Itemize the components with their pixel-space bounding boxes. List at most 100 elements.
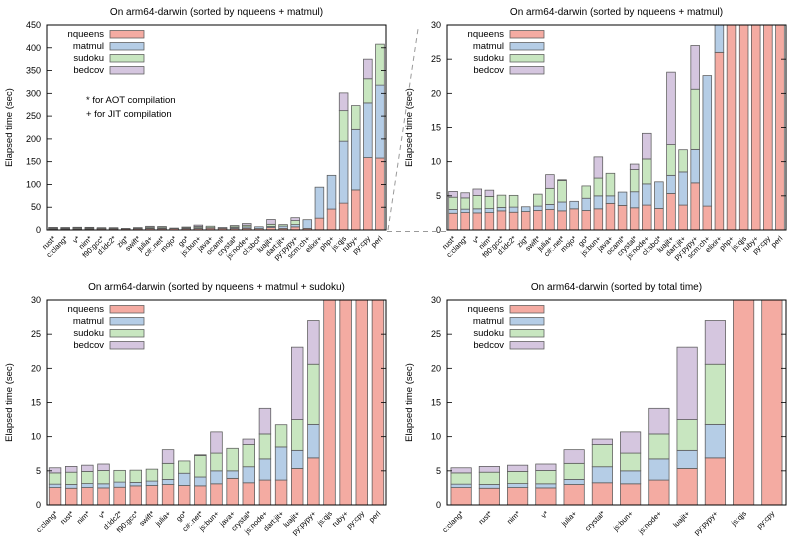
bar-segment-bedcov [460, 192, 470, 199]
bar-segment-bedcov [338, 92, 349, 112]
bar-segment-matmul [460, 208, 470, 213]
x-category-label: luajit+ [671, 509, 692, 530]
bar-segment-sudoku [605, 172, 616, 197]
bar-segment-matmul [97, 483, 110, 489]
y-tick-label: 100 [26, 179, 41, 189]
x-category-label: js:qjs [315, 509, 334, 528]
plot-border [46, 24, 387, 231]
bar-segment-matmul [375, 84, 385, 159]
x-category-label: js:bun+ [611, 509, 636, 534]
bar-segment-nqueens [339, 299, 352, 506]
note-jit: + for JIT compilation [86, 109, 172, 120]
bar-segment-matmul [307, 423, 320, 459]
bar-segment-sudoku [210, 452, 223, 472]
bar-segment-nqueens [569, 208, 579, 231]
legend-label: matmul [473, 316, 504, 327]
legend-label: matmul [73, 316, 104, 327]
chart-panel-sorted-nqueens-matmul: On arm64-darwin (sorted by nqueens + mat… [0, 0, 400, 274]
legend-swatch-nqueens [509, 30, 545, 39]
chart-svg: On arm64-darwin (sorted by nqueens + mat… [404, 7, 787, 262]
bar-segment-nqueens [97, 487, 110, 506]
bar-segment-matmul [648, 458, 670, 481]
bar-segment-matmul [48, 483, 62, 488]
y-tick-label: 20 [31, 363, 41, 373]
legend-label: sudoku [473, 53, 504, 64]
chart-title: On arm64-darwin (sorted by nqueens + mat… [510, 7, 723, 18]
bar-segment-sudoku [81, 471, 94, 484]
bar-segment-nqueens [535, 487, 557, 506]
bar-segment-sudoku [478, 471, 500, 485]
bar-segment-nqueens [726, 24, 737, 231]
x-category-label: c:clang* [34, 509, 59, 534]
chart-title: On arm64-darwin (sorted by total time) [531, 282, 702, 293]
bar-segment-nqueens [545, 209, 555, 231]
bar-segment-bedcov [291, 346, 304, 420]
bar-segment-nqueens [763, 24, 773, 231]
bar-segment-matmul [217, 227, 228, 229]
bar-segment-nqueens [629, 207, 640, 231]
bar-segment-sudoku [620, 452, 642, 472]
bar-segment-bedcov [690, 45, 700, 90]
bar-segment-matmul [690, 148, 700, 184]
bar-segment-matmul [581, 197, 591, 211]
bar-segment-bedcov [484, 189, 495, 197]
y-tick-label: 350 [26, 66, 41, 76]
bar-segment-sudoku [448, 196, 458, 210]
x-category-label: v* [539, 509, 550, 520]
bar-segment-sudoku [690, 88, 700, 150]
y-tick-label: 15 [431, 398, 441, 408]
bar-segment-nqueens [478, 487, 500, 506]
y-tick-label: 450 [26, 20, 41, 30]
bar-segment-matmul [448, 209, 458, 214]
legend-label: nqueens [468, 304, 505, 315]
bar-segment-nqueens [678, 204, 688, 231]
bar-segment-nqueens [161, 484, 175, 506]
bar-segment-sudoku [178, 460, 191, 474]
bar-segment-nqueens [593, 208, 604, 231]
y-tick-label: 150 [26, 157, 41, 167]
bar-segment-matmul [620, 470, 642, 485]
bar-segment-nqueens [363, 157, 373, 231]
note-aot: * for AOT compilation [86, 95, 176, 106]
bar-segment-nqueens [258, 479, 272, 506]
bar-segment-bedcov [81, 464, 94, 472]
bar-segment-nqueens [210, 483, 223, 506]
bar-segment-matmul [593, 195, 604, 210]
bar-segment-bedcov [363, 58, 373, 80]
bar-segment-nqueens [591, 482, 613, 506]
bar-segment-sudoku [307, 363, 320, 425]
bar-segment-sudoku [291, 419, 304, 451]
bar-segment-sudoku [96, 227, 107, 229]
y-tick-label: 15 [431, 123, 441, 133]
bar-segment-sudoku [535, 470, 557, 485]
bar-segment-sudoku [593, 177, 604, 197]
bar-segment-sudoku [258, 433, 272, 460]
bar-segment-sudoku [508, 194, 519, 208]
bar-segment-nqueens [129, 485, 142, 506]
bar-segment-nqueens [666, 193, 676, 231]
bar-segment-sudoku [375, 43, 385, 86]
y-axis-label: Elapsed time (sec) [4, 88, 15, 167]
legend-label: sudoku [73, 53, 104, 64]
bar-segment-matmul [629, 191, 640, 209]
bar-segment-bedcov [97, 463, 110, 471]
bar-segment-sudoku [642, 158, 652, 185]
legend-label: sudoku [73, 328, 104, 339]
bar-segment-bedcov [478, 466, 500, 473]
bar-segment-nqueens [557, 210, 567, 231]
bar-segment-matmul [535, 483, 557, 489]
bar-segment-nqueens [145, 485, 159, 506]
x-category-label: js:qjs [729, 509, 748, 528]
bar-segment-matmul [508, 206, 519, 213]
bar-segment-matmul [478, 484, 500, 489]
bar-segment-bedcov [266, 219, 276, 225]
bar-segment-sudoku [133, 227, 143, 229]
bar-segment-nqueens [733, 299, 755, 506]
y-tick-label: 25 [431, 54, 441, 64]
x-category-label: nim* [505, 509, 522, 526]
x-category-label: crystal* [583, 509, 607, 533]
bar-segment-nqueens [620, 483, 642, 506]
y-tick-label: 5 [36, 466, 41, 476]
bar-segment-nqueens [314, 217, 325, 231]
y-tick-label: 10 [431, 432, 441, 442]
